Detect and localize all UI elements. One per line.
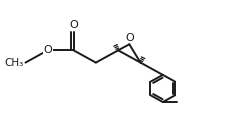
Text: CH₃: CH₃ [4, 58, 23, 68]
Text: O: O [43, 45, 52, 55]
Text: O: O [125, 33, 134, 43]
Text: O: O [69, 20, 78, 30]
